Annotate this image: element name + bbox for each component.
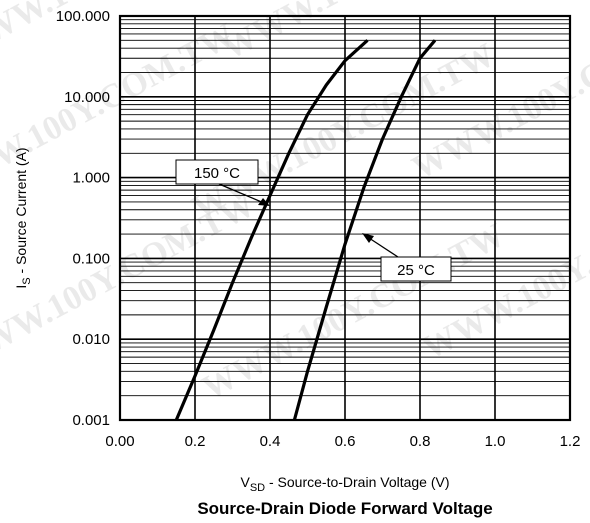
y-tick-label: 1.000 bbox=[72, 170, 110, 187]
y-tick-labels: 0.001 0.010 0.100 1.000 10.000 100.000 bbox=[56, 8, 110, 429]
annotation-25c: 25 °C bbox=[362, 233, 452, 282]
series-line-25c bbox=[292, 39, 437, 421]
series-line-150c bbox=[174, 39, 369, 421]
x-tick-label: 0.4 bbox=[260, 433, 281, 450]
y-axis-label: IS - Source Current (A) bbox=[13, 147, 33, 288]
annotation-25c-label: 25 °C bbox=[397, 262, 435, 279]
x-tick-label: 1.2 bbox=[560, 433, 581, 450]
y-tick-label: 10.000 bbox=[64, 89, 110, 106]
x-tick-label: 1.0 bbox=[485, 433, 506, 450]
chart-title: Source-Drain Diode Forward Voltage bbox=[197, 499, 492, 518]
annotation-25c-arrowhead bbox=[362, 233, 374, 243]
curves bbox=[174, 39, 437, 421]
y-tick-label: 0.001 bbox=[72, 412, 110, 429]
x-tick-label: 0.8 bbox=[410, 433, 431, 450]
x-tick-labels: 0.00 0.2 0.4 0.6 0.8 1.0 1.2 bbox=[105, 433, 580, 450]
annotation-150c: 150 °C bbox=[175, 159, 270, 206]
y-tick-label: 100.000 bbox=[56, 8, 110, 25]
watermark-text: WWW.100Y.COM.TW bbox=[0, 186, 261, 377]
x-tick-label: 0.00 bbox=[105, 433, 134, 450]
x-tick-label: 0.2 bbox=[185, 433, 206, 450]
x-tick-label: 0.6 bbox=[335, 433, 356, 450]
annotation-150c-label: 150 °C bbox=[194, 165, 240, 182]
y-tick-label: 0.100 bbox=[72, 250, 110, 267]
y-tick-label: 0.010 bbox=[72, 331, 110, 348]
grid bbox=[120, 16, 570, 420]
x-axis-label: VSD - Source-to-Drain Voltage (V) bbox=[240, 474, 449, 494]
annotation-150c-arrowhead bbox=[258, 198, 270, 206]
plot-frame bbox=[118, 14, 572, 422]
